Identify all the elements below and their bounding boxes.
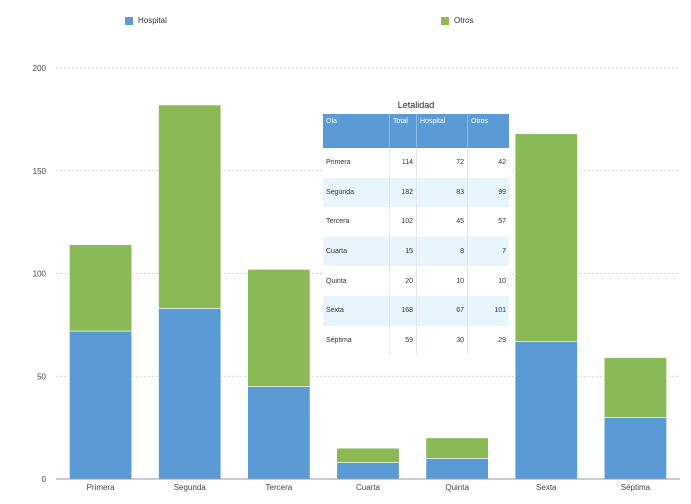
legend-item-otros: Otros [441,16,474,25]
legend-label-otros: Otros [454,16,474,25]
header-total: Total [389,114,417,148]
x-tick-label: Séptima [621,483,651,492]
cell-otros: 29 [467,325,509,356]
x-axis-tick-labels: Primera Segunda Tercera Cuarta Quinta Sexta Sé… [87,483,651,492]
x-tick-label: Primera [87,483,116,492]
x-tick-label: Tercera [266,483,293,492]
bar-hospital [425,458,489,480]
y-tick-label: 150 [33,167,47,176]
legend-item-hospital: Hospital [125,16,167,25]
cell-total: 15 [389,236,417,267]
x-tick-label: Sexta [536,483,557,492]
y-tick-label: 200 [33,64,47,73]
bar-hospital [336,462,400,480]
cell-total: 182 [389,177,417,208]
cell-ola: Sexta [323,295,390,326]
bar-otros [603,357,667,418]
bar-hospital [247,386,311,480]
cell-ola: Quinta [323,266,390,296]
bar-hospital [603,417,667,480]
y-axis-tick-labels: 0 50 100 150 200 [33,64,47,484]
cell-hospital: 8 [416,236,468,267]
cell-hospital: 83 [416,177,468,208]
table-row: Quinta 20 10 10 [323,266,509,296]
bar-otros [514,133,578,342]
table-row: Tercera 102 45 57 [323,207,509,237]
cell-total: 114 [389,148,417,178]
bar-hospital [158,308,222,480]
cell-ola: Tercera [323,207,390,237]
header-hospital: Hospital [416,114,468,148]
header-ola: Ola [323,114,390,148]
table-header-row: Ola Total Hospital Otros [323,114,509,148]
cell-total: 59 [389,325,417,356]
bars [69,104,667,480]
cell-otros: 57 [467,207,509,237]
y-tick-label: 100 [33,270,47,279]
cell-otros: 101 [467,295,509,326]
cell-ola: Segunda [323,177,390,208]
table-row: Sexta 168 67 101 [323,295,509,326]
table-row: Primera 114 72 42 [323,148,509,178]
cell-hospital: 67 [416,295,468,326]
data-table: Ola Total Hospital Otros Primera 114 72 … [323,114,509,356]
table-row: Séptima 59 30 29 [323,325,509,356]
x-tick-label: Segunda [174,483,207,492]
cell-otros: 7 [467,236,509,267]
bar-otros [336,447,400,463]
bar-otros [425,437,489,459]
cell-hospital: 10 [416,266,468,296]
y-tick-label: 0 [42,475,47,484]
cell-otros: 10 [467,266,509,296]
table-row: Segunda 182 83 99 [323,177,509,208]
cell-total: 20 [389,266,417,296]
table-title: Letalidad [397,100,435,110]
cell-hospital: 72 [416,148,468,178]
bar-hospital [514,341,578,480]
y-tick-label: 50 [37,372,46,381]
cell-ola: Séptima [323,325,390,356]
cell-hospital: 45 [416,207,468,237]
cell-otros: 99 [467,177,509,208]
header-otros: Otros [467,114,509,148]
bar-otros [158,104,222,309]
legend-swatch-otros [441,16,449,25]
table-row: Cuarta 15 8 7 [323,236,509,267]
x-tick-label: Quinta [445,483,469,492]
cell-hospital: 30 [416,325,468,356]
bar-hospital [69,330,133,480]
cell-total: 168 [389,295,417,326]
cell-ola: Cuarta [323,236,390,267]
cell-total: 102 [389,207,417,237]
cell-ola: Primera [323,148,390,178]
bar-otros [69,244,133,332]
x-tick-label: Cuarta [356,483,381,492]
letalidad-table: Letalidad Ola Total Hospital Otros Prime… [323,99,509,356]
legend-label-hospital: Hospital [138,16,167,25]
legend-swatch-hospital [125,16,133,25]
bar-otros [247,269,311,387]
cell-otros: 42 [467,148,509,178]
